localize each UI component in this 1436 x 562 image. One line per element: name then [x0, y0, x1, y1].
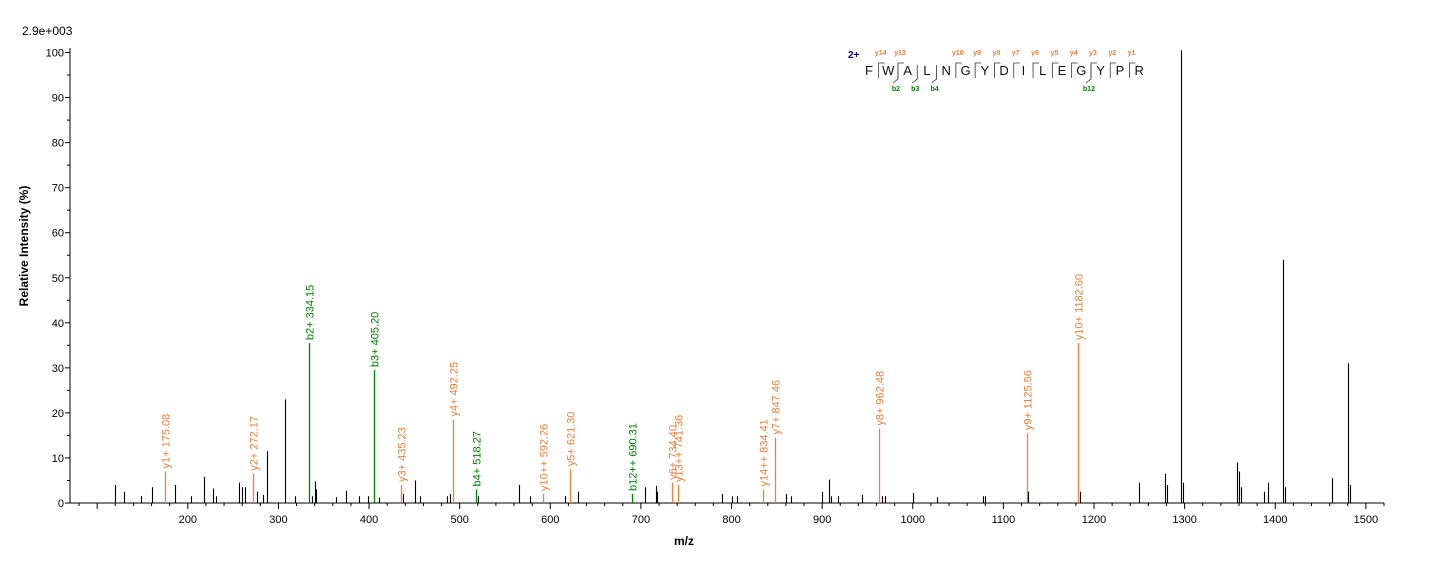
- y-ion-marker: y8: [993, 50, 1001, 57]
- peak-label: y4+ 492.25: [449, 362, 461, 417]
- x-tick-label: 1200: [1082, 514, 1106, 526]
- x-tick-label: 400: [360, 514, 378, 526]
- sequence-residue: N: [942, 63, 951, 78]
- peaks: [114, 50, 1352, 503]
- y-tick-label: 60: [52, 228, 64, 240]
- peak-label: b2+ 334.15: [305, 285, 317, 340]
- sequence-residue: D: [999, 63, 1008, 78]
- b-ion-marker: b12: [1083, 86, 1095, 93]
- y-ion-marker: y10: [952, 50, 964, 57]
- peak-label: y8+ 962.48: [875, 371, 887, 426]
- x-tick-label: 300: [269, 514, 287, 526]
- x-tick-label: 1400: [1263, 514, 1287, 526]
- y-ion-bracket: [1051, 62, 1059, 78]
- sequence-residue: E: [1058, 63, 1067, 78]
- peak-label: y13++ 741.36: [674, 415, 686, 482]
- y-tick-label: 80: [52, 138, 64, 150]
- intensity-scale-label: 2.9e+003: [22, 24, 73, 38]
- y-ion-marker: y13: [894, 50, 906, 57]
- y-tick-label: 100: [46, 48, 64, 60]
- y-ion-marker: y2: [1108, 50, 1116, 57]
- y-ion-marker: y9: [973, 50, 981, 57]
- y-ion-bracket: [955, 62, 962, 78]
- y-ion-marker: y3: [1089, 50, 1097, 57]
- sequence-residue: L: [1039, 63, 1046, 78]
- x-tick-label: 1100: [992, 514, 1016, 526]
- y-ion-marker: y5: [1050, 50, 1058, 57]
- b-ion-marker: b3: [911, 86, 919, 93]
- sequence-residue: R: [1135, 63, 1144, 78]
- peak-label: y14++ 834.41: [759, 419, 771, 486]
- y-ion-marker: y6: [1031, 50, 1039, 57]
- y-ion-bracket: [1013, 62, 1020, 78]
- peak-label: y10+ 1182.60: [1074, 274, 1086, 340]
- b-ion-bracket: [931, 65, 937, 84]
- b-ion-bracket: [1085, 65, 1092, 84]
- y-ion-marker: y7: [1012, 50, 1020, 57]
- y-ion-bracket: [994, 62, 1001, 78]
- y-ion-bracket: [1109, 62, 1117, 78]
- peak-label: y6+ 734.40: [668, 425, 680, 480]
- y-ion-bracket: [1071, 62, 1078, 78]
- x-tick-label: 800: [722, 514, 740, 526]
- x-tick-label: 700: [632, 514, 650, 526]
- y-tick-label: 70: [52, 183, 64, 195]
- b-ion-bracket: [912, 65, 918, 84]
- sequence-residue: W: [882, 63, 895, 78]
- peak-label: y10++ 592.26: [539, 424, 551, 491]
- sequence-residue: G: [1076, 63, 1086, 78]
- y-ion-bracket: [878, 62, 885, 78]
- y-tick-label: 40: [52, 318, 64, 330]
- b-ion-bracket: [892, 65, 899, 84]
- sequence-residue: F: [865, 63, 873, 78]
- sequence-residue: L: [923, 63, 930, 78]
- x-tick-label: 200: [179, 514, 197, 526]
- y-ion-bracket: [974, 62, 982, 78]
- x-tick-label: 1000: [901, 514, 925, 526]
- sequence-residue: P: [1116, 63, 1125, 78]
- peak-label: y2+ 272.17: [249, 416, 261, 471]
- y-tick-label: 50: [52, 273, 64, 285]
- x-tick-label: 1300: [1172, 514, 1196, 526]
- b-ion-marker: b2: [892, 86, 900, 93]
- peak-label: y1+ 175.08: [161, 414, 173, 469]
- peak-label: y3+ 435.23: [397, 427, 409, 482]
- y-tick-label: 10: [52, 453, 64, 465]
- sequence-residue: Y: [1096, 63, 1105, 78]
- x-tick-label: 500: [450, 514, 468, 526]
- sequence-residue: Y: [980, 63, 989, 78]
- peak-label: b12++ 690.31: [628, 423, 640, 491]
- peak-label: b3+ 405.20: [370, 312, 382, 367]
- y-ion-marker: y1: [1128, 50, 1136, 57]
- peak-label: y9+ 1125.56: [1023, 370, 1035, 430]
- sequence-residue: I: [1022, 63, 1026, 78]
- y-ion-marker: y14: [875, 50, 887, 57]
- y-axis-title: Relative Intensity (%): [17, 186, 31, 307]
- peak-label: y7+ 847.46: [771, 380, 783, 435]
- x-axis-title: m/z: [674, 534, 694, 548]
- y-ion-bracket: [1032, 62, 1040, 78]
- x-tick-label: 600: [541, 514, 559, 526]
- sequence-residue: A: [903, 63, 912, 78]
- y-tick-label: 20: [52, 408, 64, 420]
- y-ion-marker: y4: [1070, 50, 1078, 57]
- charge-state-label: 2+: [848, 50, 860, 61]
- x-tick-label: 1500: [1354, 514, 1378, 526]
- peak-label: y5+ 621.30: [566, 411, 578, 466]
- y-ion-bracket: [1129, 62, 1136, 78]
- b-ion-marker: b4: [930, 86, 938, 93]
- y-tick-label: 30: [52, 363, 64, 375]
- y-tick-label: 90: [52, 93, 64, 105]
- sequence-residue: G: [960, 63, 970, 78]
- y-tick-label: 0: [58, 498, 64, 510]
- x-tick-label: 900: [813, 514, 831, 526]
- peak-label: b4+ 518.27: [472, 431, 484, 486]
- axes: 0 10 20 30 40 50 60 70 80 90 100 200 300 400 500 600 700…: [46, 48, 1385, 526]
- peak-labels: y1+ 175.08 y2+ 272.17 b2+ 334.15 b3+ 405.20…: [161, 274, 1086, 491]
